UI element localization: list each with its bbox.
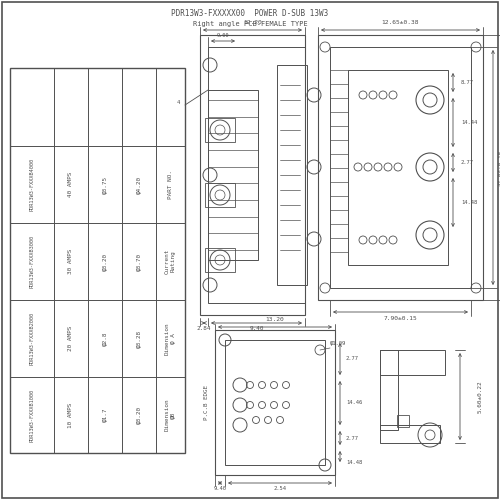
Text: φ1.09: φ1.09 — [330, 340, 346, 345]
Bar — [205, 248, 235, 272]
Bar — [380, 425, 440, 443]
Text: PDR13W3-FXXXB2000: PDR13W3-FXXXB2000 — [30, 312, 35, 365]
Text: 20 AMPS: 20 AMPS — [68, 326, 73, 351]
Text: 12.65±0.38: 12.65±0.38 — [382, 20, 419, 25]
Text: φ3.20: φ3.20 — [102, 252, 108, 270]
Text: 10 AMPS: 10 AMPS — [68, 402, 73, 427]
Text: φ3.75: φ3.75 — [102, 176, 108, 194]
Text: 13.20: 13.20 — [266, 317, 284, 322]
Text: 14.48: 14.48 — [346, 460, 362, 464]
Text: 5.60±0.22: 5.60±0.22 — [478, 380, 482, 413]
Text: φ3.20: φ3.20 — [136, 406, 141, 424]
Text: φ2.8: φ2.8 — [102, 331, 108, 346]
Bar — [348, 70, 448, 265]
Text: 2.77: 2.77 — [461, 160, 474, 166]
Bar — [225, 340, 325, 465]
Text: 14.44: 14.44 — [461, 120, 477, 124]
Text: φ1.7: φ1.7 — [102, 408, 108, 422]
Text: 14.46: 14.46 — [346, 400, 362, 406]
Text: 8.77: 8.77 — [461, 80, 474, 84]
Text: 2.84: 2.84 — [197, 326, 211, 330]
Text: 12.20: 12.20 — [243, 20, 262, 25]
Text: 40 AMPS: 40 AMPS — [68, 172, 73, 197]
Bar — [380, 350, 445, 375]
Text: 9.00: 9.00 — [217, 33, 229, 38]
Text: 47.04±0.18: 47.04±0.18 — [498, 150, 500, 186]
Bar — [380, 350, 398, 430]
Bar — [397, 415, 409, 427]
Text: Current
Rating: Current Rating — [165, 249, 176, 274]
Text: PDR13W3-FXXXB1000: PDR13W3-FXXXB1000 — [30, 388, 35, 442]
Bar — [200, 35, 305, 315]
Text: Dimension
φB: Dimension φB — [165, 398, 176, 432]
Text: PART NO.: PART NO. — [168, 170, 173, 199]
Bar — [330, 47, 471, 288]
Bar — [215, 330, 335, 475]
Text: Dimension
φ A: Dimension φ A — [165, 322, 176, 355]
Bar — [205, 183, 235, 207]
Text: 30 AMPS: 30 AMPS — [68, 249, 73, 274]
Bar — [205, 118, 235, 142]
Text: φ4.20: φ4.20 — [136, 176, 141, 194]
Text: 2.77: 2.77 — [346, 356, 359, 362]
Text: PDR13W3-FXXXB4000: PDR13W3-FXXXB4000 — [30, 158, 35, 211]
Text: 9.40: 9.40 — [214, 486, 226, 492]
Text: 4: 4 — [177, 100, 180, 105]
Text: PDR13W3-FXXXXX00  POWER D-SUB 13W3: PDR13W3-FXXXXX00 POWER D-SUB 13W3 — [172, 10, 328, 18]
Bar — [208, 47, 305, 303]
Bar — [318, 35, 483, 300]
Text: 14.48: 14.48 — [461, 200, 477, 204]
Text: φ3.28: φ3.28 — [136, 330, 141, 347]
Text: P.C.B EDGE: P.C.B EDGE — [204, 385, 210, 420]
Text: Right angle PCB-FEMALE TYPE: Right angle PCB-FEMALE TYPE — [192, 21, 308, 27]
Text: PDR13W3-FXXXB3000: PDR13W3-FXXXB3000 — [30, 235, 35, 288]
Text: φ3.70: φ3.70 — [136, 252, 141, 270]
Text: 7.90±0.15: 7.90±0.15 — [384, 316, 418, 320]
Text: 2.77: 2.77 — [346, 436, 359, 440]
Text: 9.40: 9.40 — [249, 326, 264, 330]
Text: 2.54: 2.54 — [274, 486, 286, 492]
Bar — [277, 65, 307, 285]
Bar — [208, 90, 258, 260]
Bar — [10, 68, 185, 453]
